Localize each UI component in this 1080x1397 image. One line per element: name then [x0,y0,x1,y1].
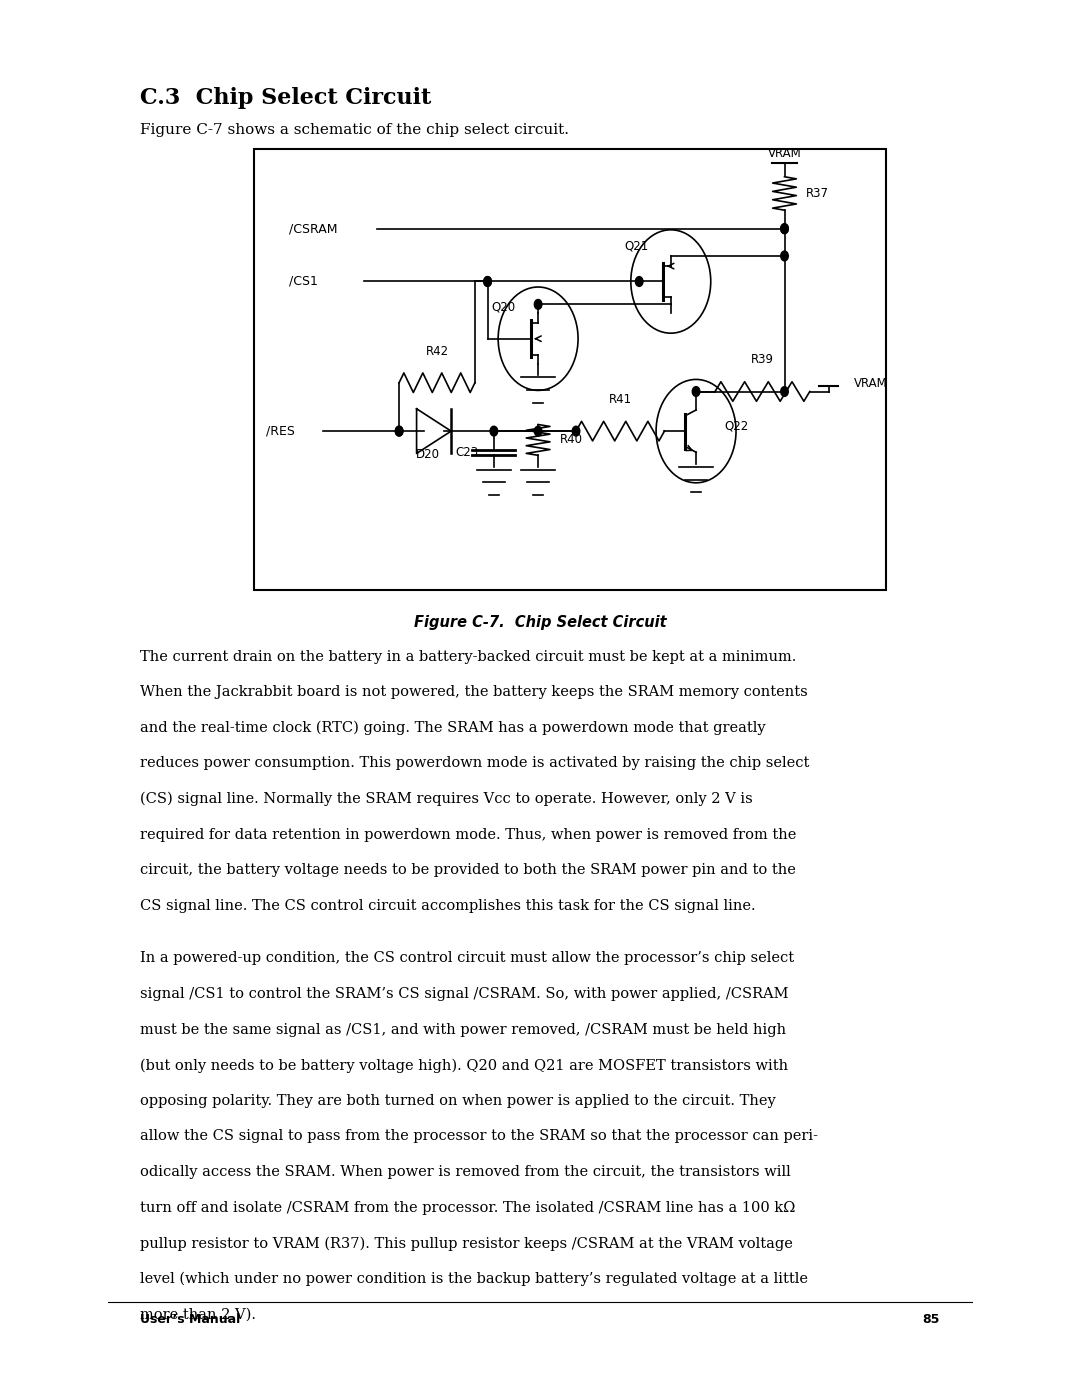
Text: level (which under no power condition is the backup battery’s regulated voltage : level (which under no power condition is… [140,1273,809,1287]
Text: required for data retention in powerdown mode. Thus, when power is removed from : required for data retention in powerdown… [140,827,797,842]
Text: pullup resistor to VRAM (R37). This pullup resistor keeps /CSRAM at the VRAM vol: pullup resistor to VRAM (R37). This pull… [140,1236,794,1250]
Text: more than 2 V).: more than 2 V). [140,1308,256,1322]
Text: opposing polarity. They are both turned on when power is applied to the circuit.: opposing polarity. They are both turned … [140,1094,777,1108]
Circle shape [781,224,788,233]
Text: (CS) signal line. Normally the SRAM requires Vcc to operate. However, only 2 V i: (CS) signal line. Normally the SRAM requ… [140,792,753,806]
Circle shape [490,426,498,436]
Text: (but only needs to be battery voltage high). Q20 and Q21 are MOSFET transistors : (but only needs to be battery voltage hi… [140,1059,788,1073]
Text: allow the CS signal to pass from the processor to the SRAM so that the processor: allow the CS signal to pass from the pro… [140,1130,819,1144]
Text: must be the same signal as /CS1, and with power removed, /CSRAM must be held hig: must be the same signal as /CS1, and wit… [140,1023,786,1037]
Text: Q22: Q22 [725,419,748,432]
Circle shape [781,224,788,233]
Circle shape [484,277,491,286]
Text: R41: R41 [609,393,632,407]
Circle shape [395,426,403,436]
Text: VRAM: VRAM [854,377,888,390]
Text: R40: R40 [559,433,583,447]
Circle shape [692,387,700,397]
Text: R39: R39 [751,353,774,366]
Text: odically access the SRAM. When power is removed from the circuit, the transistor: odically access the SRAM. When power is … [140,1165,792,1179]
Text: R42: R42 [426,345,448,358]
Text: D20: D20 [416,448,440,461]
Text: VRAM: VRAM [768,148,801,161]
Circle shape [395,426,403,436]
Text: /RES: /RES [267,425,295,437]
Text: Figure C-7 shows a schematic of the chip select circuit.: Figure C-7 shows a schematic of the chip… [140,123,569,137]
Circle shape [535,426,542,436]
Text: The current drain on the battery in a battery-backed circuit must be kept at a m: The current drain on the battery in a ba… [140,650,797,664]
Text: C.3  Chip Select Circuit: C.3 Chip Select Circuit [140,87,432,109]
Text: User’s Manual: User’s Manual [140,1313,241,1326]
Text: C23: C23 [455,446,478,458]
Text: 85: 85 [922,1313,940,1326]
Text: When the Jackrabbit board is not powered, the battery keeps the SRAM memory cont: When the Jackrabbit board is not powered… [140,685,808,700]
Circle shape [635,277,643,286]
Circle shape [781,251,788,261]
Text: Q21: Q21 [624,240,648,253]
Text: CS signal line. The CS control circuit accomplishes this task for the CS signal : CS signal line. The CS control circuit a… [140,900,756,914]
Text: reduces power consumption. This powerdown mode is activated by raising the chip : reduces power consumption. This powerdow… [140,757,810,771]
Circle shape [484,277,491,286]
Text: signal /CS1 to control the SRAM’s CS signal /CSRAM. So, with power applied, /CSR: signal /CS1 to control the SRAM’s CS sig… [140,988,788,1002]
Circle shape [781,387,788,397]
Text: /CSRAM: /CSRAM [288,222,337,235]
Text: /CS1: /CS1 [288,275,318,288]
Text: R37: R37 [806,187,829,200]
Text: circuit, the battery voltage needs to be provided to both the SRAM power pin and: circuit, the battery voltage needs to be… [140,863,796,877]
Text: and the real-time clock (RTC) going. The SRAM has a powerdown mode that greatly: and the real-time clock (RTC) going. The… [140,721,766,735]
Text: Q20: Q20 [491,300,515,313]
Text: Figure C-7.  Chip Select Circuit: Figure C-7. Chip Select Circuit [414,615,666,630]
Text: In a powered-up condition, the CS control circuit must allow the processor’s chi: In a powered-up condition, the CS contro… [140,951,795,965]
Circle shape [535,299,542,309]
FancyBboxPatch shape [254,149,886,590]
Text: turn off and isolate /CSRAM from the processor. The isolated /CSRAM line has a 1: turn off and isolate /CSRAM from the pro… [140,1201,796,1215]
Circle shape [572,426,580,436]
